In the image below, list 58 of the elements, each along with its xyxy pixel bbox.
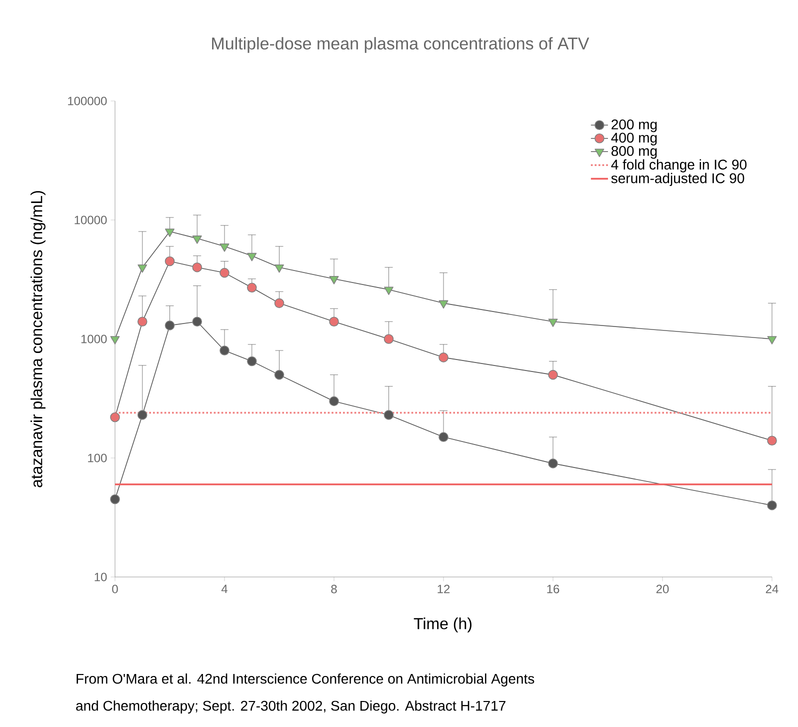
y-tick-label: 100000	[68, 96, 107, 106]
point	[110, 336, 120, 344]
point	[137, 316, 148, 326]
x-tick-label: 12	[438, 584, 450, 594]
x-axis-title: Time (h)	[414, 618, 472, 632]
point	[220, 346, 230, 356]
point	[384, 286, 394, 296]
point	[767, 336, 777, 344]
point	[767, 436, 777, 446]
point	[110, 494, 120, 504]
point	[138, 264, 148, 273]
y-axis-title: atazanavir plasma concentrations (ng/mL)	[30, 191, 46, 488]
point	[164, 320, 175, 330]
point	[220, 243, 230, 252]
text: From O'Mara et al. 42nd Interscience Conference on Antimicrobial Agents	[76, 673, 534, 687]
point	[438, 300, 448, 309]
point	[110, 412, 120, 422]
x-tick-label: 24	[766, 584, 778, 594]
point	[384, 410, 394, 420]
point	[329, 396, 339, 406]
y-tick-label: 100	[88, 454, 107, 462]
x-tick-label: 16	[547, 584, 560, 594]
y-tick-label: 10000	[74, 216, 107, 224]
point	[164, 256, 175, 266]
point	[246, 282, 257, 293]
point	[220, 268, 230, 278]
chart-title: Multiple-dose mean plasma concentrations of ATV	[212, 37, 590, 53]
point	[274, 370, 284, 380]
x-tick-label: 4	[221, 584, 228, 594]
legend-label: 400 mg	[611, 132, 657, 146]
point	[192, 262, 202, 272]
point	[192, 236, 202, 244]
x-tick-label: 0	[112, 584, 118, 594]
point	[137, 410, 148, 420]
text: and Chemotherapy; Sept. 27-30th 2002, San Diego. Abstract H-1717	[76, 700, 506, 714]
point	[438, 352, 448, 362]
y-tick-label: 1000	[81, 334, 107, 344]
point	[246, 356, 257, 366]
y-tick-label: 10	[94, 572, 107, 582]
point	[384, 334, 394, 344]
point	[192, 316, 202, 326]
point	[247, 252, 257, 262]
point	[767, 500, 777, 510]
legend-label: 800 mg	[611, 146, 657, 159]
legend-label: 200 mg	[612, 119, 657, 132]
point	[274, 298, 284, 308]
legend-label: serum-adjusted IC 90	[611, 172, 744, 186]
x-tick-label: 8	[331, 584, 337, 594]
point	[329, 276, 339, 284]
point	[438, 432, 448, 442]
point	[548, 458, 558, 468]
x-tick-label: 20	[656, 584, 669, 594]
point	[329, 316, 339, 326]
point	[548, 318, 558, 327]
point	[165, 228, 174, 237]
point	[548, 370, 558, 380]
point	[274, 264, 284, 273]
legend-label: 4 fold change in IC 90	[611, 159, 747, 172]
